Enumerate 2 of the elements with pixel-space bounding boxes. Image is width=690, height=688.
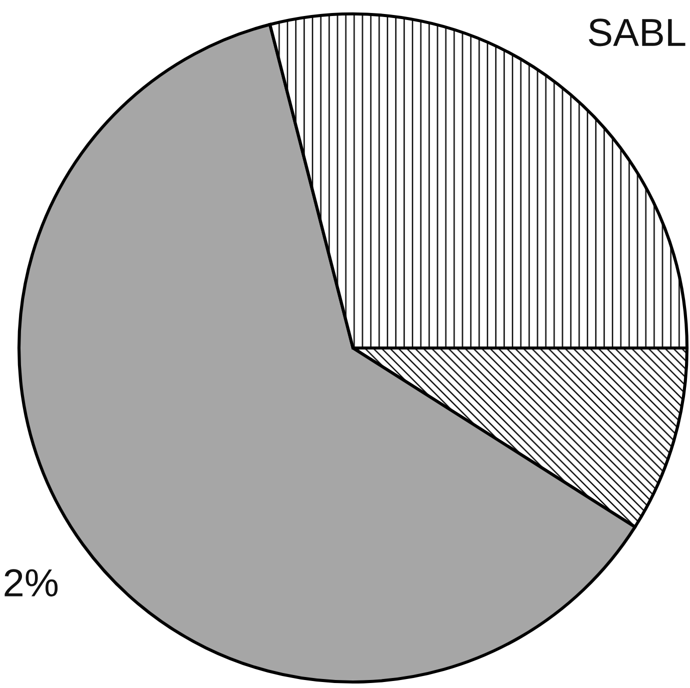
slice-label: SABL [588,18,686,46]
text: 2% [4,569,58,596]
